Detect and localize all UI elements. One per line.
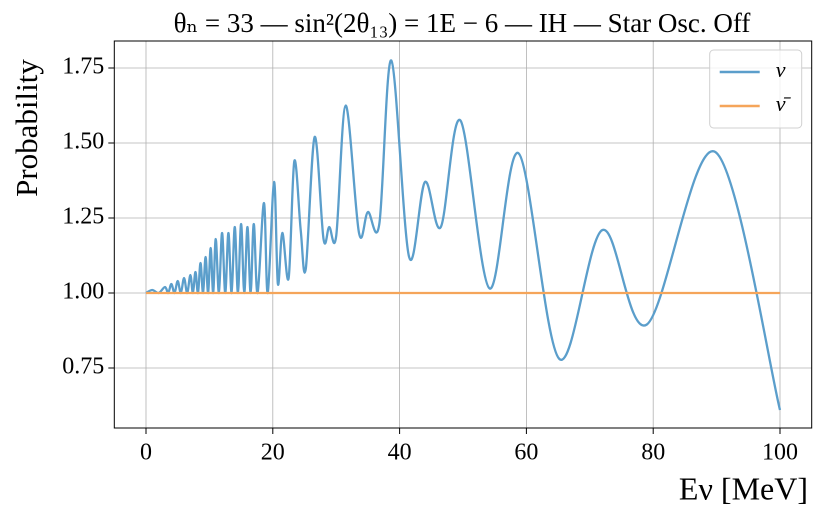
y-tick-label: 1.00 — [62, 279, 104, 305]
y-tick-label: 0.75 — [62, 354, 104, 380]
y-tick-label: 1.25 — [62, 204, 104, 230]
legend-box — [709, 49, 803, 129]
x-tick-label: 0 — [140, 440, 152, 466]
x-tick-label: 20 — [261, 440, 285, 466]
legend-label: ν — [776, 57, 786, 82]
chart-title: θₙ = 33 — sin²(2θ₁₃) = 1E − 6 — IH — Sta… — [174, 8, 751, 38]
x-axis-label: Eν [MeV] — [679, 470, 808, 506]
y-tick-label: 1.75 — [62, 54, 104, 80]
x-tick-label: 40 — [388, 440, 412, 466]
plot-frame — [113, 40, 813, 429]
series-line — [145, 59, 782, 411]
x-tick-label: 100 — [762, 440, 798, 466]
x-tick-label: 60 — [514, 440, 538, 466]
y-tick-label: 1.50 — [62, 129, 104, 155]
y-axis-label: Probability — [9, 59, 44, 197]
x-tick-label: 80 — [641, 440, 665, 466]
